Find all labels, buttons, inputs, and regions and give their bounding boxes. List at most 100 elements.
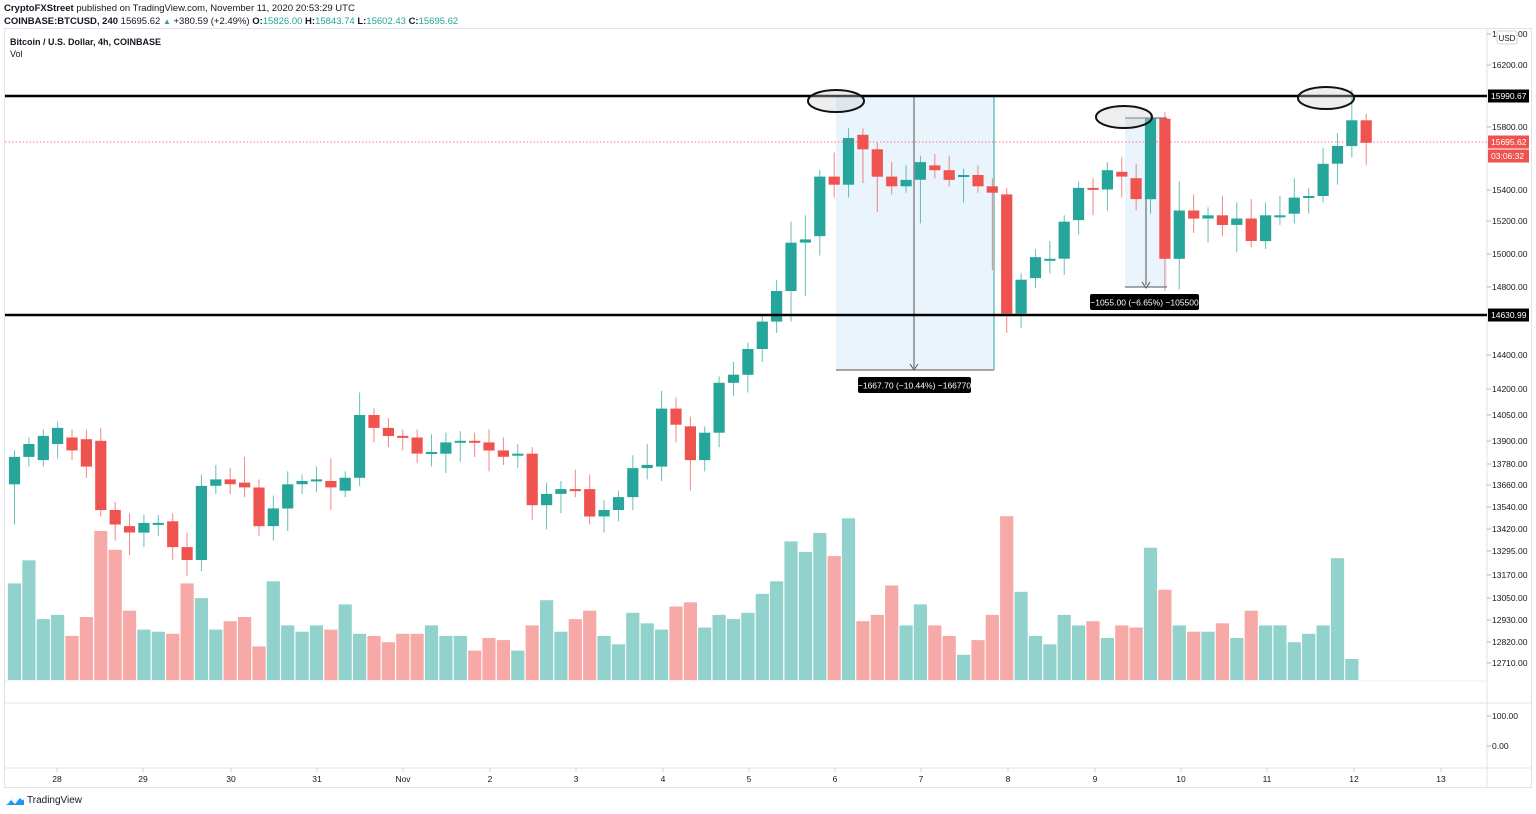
volume-bar — [453, 635, 467, 680]
volume-bar — [870, 614, 884, 680]
candle-down — [1216, 195, 1228, 237]
candle-up — [756, 313, 768, 362]
price-axis[interactable]: 16400.0016200.0015800.0015400.0015200.00… — [1487, 29, 1529, 668]
candle-up — [138, 514, 150, 548]
volume-bar — [108, 549, 122, 680]
svg-text:6: 6 — [833, 774, 838, 784]
volume-bar — [238, 617, 252, 680]
measurement-label: −1667.70 (−10.44%) −166770 — [858, 377, 971, 393]
candle-up — [1058, 215, 1070, 275]
bar-countdown-label: 03:06:32 — [1488, 149, 1529, 163]
volume-bar — [1028, 635, 1043, 680]
top-marker-ellipse[interactable] — [807, 89, 865, 113]
candle-down — [483, 429, 495, 472]
volume-bar — [281, 625, 295, 680]
volume-bar — [841, 518, 856, 680]
svg-text:30: 30 — [226, 774, 236, 784]
volume-bar — [770, 581, 784, 680]
candle-up — [785, 221, 797, 322]
volume-bar — [985, 614, 999, 680]
volume-bar — [554, 631, 568, 680]
svg-text:USD: USD — [1499, 34, 1516, 43]
candle-down — [684, 416, 696, 491]
svg-text:4: 4 — [661, 774, 666, 784]
volume-bar — [1316, 625, 1330, 680]
volume-bar — [1129, 627, 1143, 680]
candle-down — [670, 397, 682, 443]
volume-bar — [525, 625, 539, 680]
volume-bar — [755, 593, 769, 680]
svg-text:Nov: Nov — [395, 774, 411, 784]
tradingview-logo[interactable]: TradingView — [6, 794, 82, 806]
svg-text:13170.00: 13170.00 — [1492, 570, 1528, 580]
svg-text:13295.00: 13295.00 — [1492, 546, 1528, 556]
candle-up — [23, 437, 35, 467]
svg-text:−1667.70 (−10.44%) −166770: −1667.70 (−10.44%) −166770 — [858, 381, 971, 391]
candle-down — [1087, 178, 1099, 216]
candle-up — [454, 431, 466, 462]
volume-bar — [655, 629, 669, 680]
volume-bar — [913, 604, 927, 680]
candle-up — [425, 434, 438, 467]
low-value: 15602.43 — [366, 16, 406, 27]
ohlc-bar: COINBASE:BTCUSD, 240 15695.62 ▲ +380.59 … — [4, 16, 459, 27]
volume-bar — [640, 623, 654, 680]
legend-volume[interactable]: Vol — [10, 49, 23, 59]
top-marker-ellipse[interactable] — [1297, 86, 1355, 110]
svg-text:14630.99: 14630.99 — [1491, 310, 1527, 320]
svg-text:15990.67: 15990.67 — [1491, 91, 1527, 101]
svg-text:100.00: 100.00 — [1492, 711, 1518, 721]
candle-up — [1274, 195, 1286, 225]
candle-up — [598, 500, 610, 533]
candle-up — [267, 495, 279, 541]
svg-text:13050.00: 13050.00 — [1492, 593, 1528, 603]
svg-text:13540.00: 13540.00 — [1492, 502, 1528, 512]
volume-bar — [626, 612, 640, 680]
candle-up — [742, 342, 754, 393]
candle-up — [900, 165, 912, 193]
price-change: +380.59 (+2.49%) — [173, 16, 250, 27]
candle-up — [612, 490, 625, 522]
symbol: COINBASE:BTCUSD, 240 — [4, 16, 119, 27]
candle-down — [224, 468, 236, 494]
volume-bar — [381, 642, 395, 680]
last-price-label: 15695.62 — [1488, 135, 1529, 149]
volume-bar — [468, 650, 482, 680]
volume-bar — [1287, 642, 1301, 680]
candle-down — [167, 513, 179, 560]
support-price-label: 14630.99 — [1488, 308, 1529, 322]
candle-up — [195, 474, 207, 572]
volume-bar — [928, 625, 942, 680]
volume-bar — [583, 610, 597, 680]
candle-up — [1288, 178, 1300, 224]
last-price: 15695.62 — [120, 16, 161, 27]
svg-text:13900.00: 13900.00 — [1492, 436, 1528, 446]
open-value: 15826.00 — [262, 16, 303, 27]
svg-text:14400.00: 14400.00 — [1492, 350, 1528, 360]
candle-down — [109, 501, 121, 541]
tradingview-icon — [6, 796, 24, 805]
candle-down — [181, 532, 193, 577]
candle-up — [1044, 241, 1056, 274]
volume-bars — [7, 516, 1359, 680]
volume-axis: 100.00 0.00 — [1487, 711, 1518, 751]
volume-bar — [827, 556, 841, 680]
volume-bar — [1345, 659, 1359, 680]
time-axis[interactable]: 28 29 30 31 Nov 2 3 4 5 6 7 8 9 10 11 12 13 — [52, 768, 1446, 784]
volume-bar — [669, 606, 683, 680]
volume-bar — [353, 633, 367, 680]
candle-down — [1130, 163, 1142, 211]
svg-text:5: 5 — [747, 774, 752, 784]
candle-down — [1116, 157, 1128, 198]
volume-bar — [813, 533, 827, 680]
candle-up — [37, 429, 49, 467]
top-marker-ellipse[interactable] — [1095, 105, 1153, 129]
svg-text:12930.00: 12930.00 — [1492, 615, 1528, 625]
author-name[interactable]: CryptoFXStreet — [4, 3, 74, 14]
candle-up — [713, 376, 725, 448]
volume-bar — [295, 631, 309, 680]
volume-bar — [1100, 638, 1114, 680]
candle-down — [986, 178, 998, 271]
volume-bar — [65, 635, 79, 680]
